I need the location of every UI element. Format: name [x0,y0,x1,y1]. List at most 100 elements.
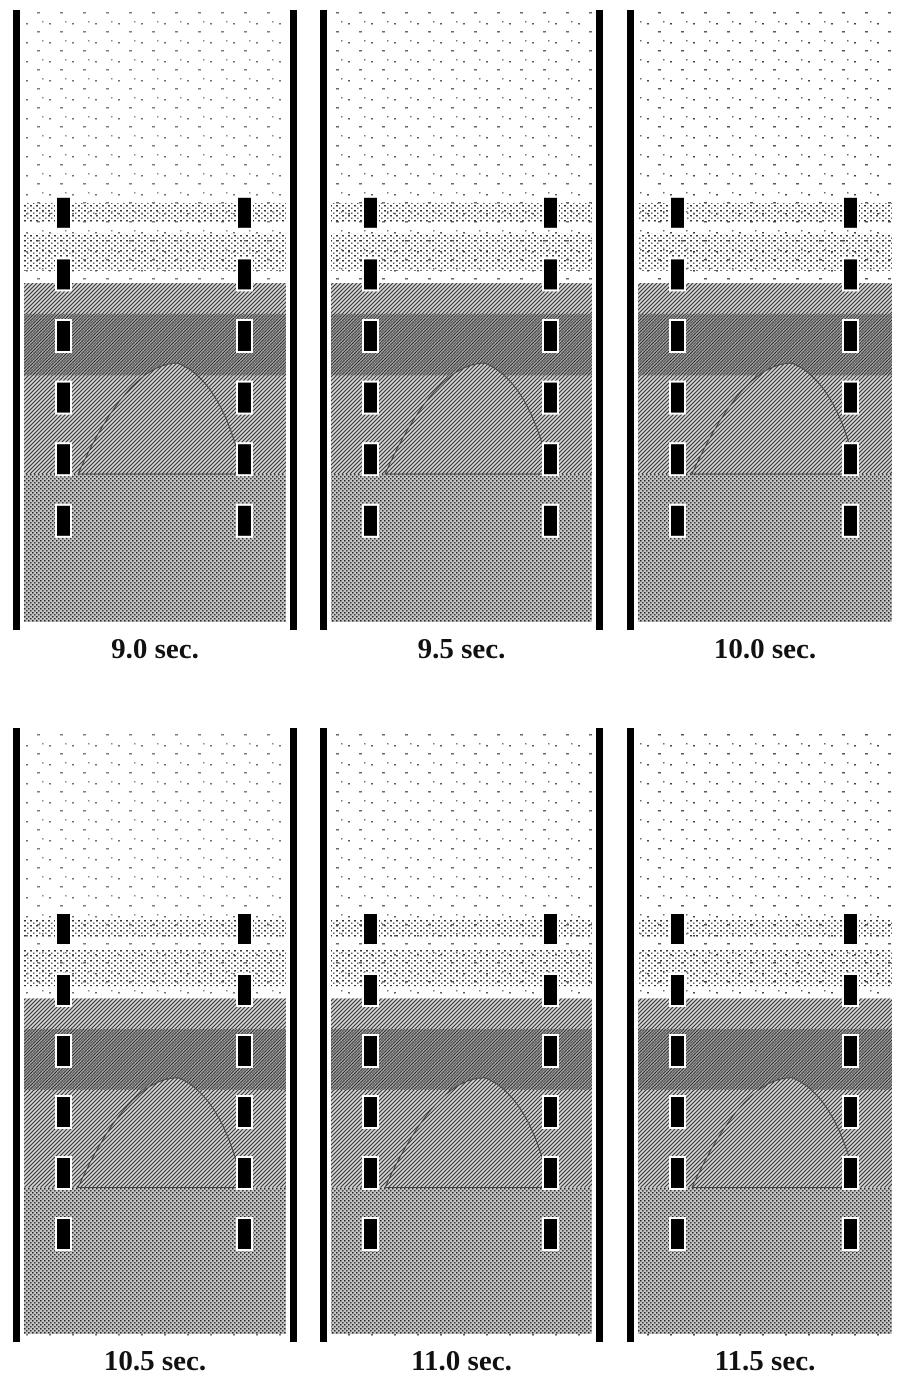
marker [56,382,71,414]
marker [56,443,71,475]
marker [843,913,858,945]
marker [237,197,252,229]
marker [543,258,558,290]
stipple-zone [638,474,892,622]
marker [237,505,252,537]
marker [363,1218,378,1250]
panel: 11.0 sec. [320,728,603,1377]
marker [670,913,685,945]
caption: 9.0 sec. [111,633,199,665]
marker [843,1035,858,1067]
caption: 10.0 sec. [714,633,816,665]
figure: 9.0 sec. 9.5 sec. 10.0 sec. 10.5 sec. 11.0 s… [0,0,898,1380]
caption: 10.5 sec. [104,1345,206,1377]
stipple-zone [24,1188,286,1334]
marker [543,197,558,229]
caption: 11.5 sec. [715,1345,816,1377]
marker [363,443,378,475]
wall-left [320,728,327,1342]
marker [670,197,685,229]
marker [543,505,558,537]
wall-right [290,728,297,1342]
stipple-zone [638,1188,892,1334]
marker [237,1157,252,1189]
marker [237,320,252,352]
marker [363,1096,378,1128]
panel: 10.5 sec. [13,728,297,1377]
marker [670,505,685,537]
panel: 9.5 sec. [320,10,603,665]
marker [670,258,685,290]
marker [543,320,558,352]
marker [543,382,558,414]
marker [670,1157,685,1189]
wall-left [627,10,634,630]
wall-right [596,728,603,1342]
caption: 11.0 sec. [411,1345,512,1377]
marker [363,505,378,537]
marker [543,443,558,475]
wall-left [13,10,20,630]
marker [670,443,685,475]
panel: 10.0 sec. [627,10,892,665]
marker [363,382,378,414]
marker [843,320,858,352]
marker [56,1218,71,1250]
marker [543,1096,558,1128]
marker [56,1096,71,1128]
marker [237,443,252,475]
marker [56,1157,71,1189]
marker [843,382,858,414]
marker [843,197,858,229]
marker [843,1157,858,1189]
panel: 11.5 sec. [627,728,892,1377]
marker [670,382,685,414]
marker [543,1035,558,1067]
marker [56,913,71,945]
marker [843,443,858,475]
marker [363,258,378,290]
marker [363,1035,378,1067]
marker [56,1035,71,1067]
marker [543,974,558,1006]
caption: 9.5 sec. [418,633,506,665]
marker [237,258,252,290]
marker [670,974,685,1006]
marker [843,974,858,1006]
marker [363,1157,378,1189]
marker [843,505,858,537]
marker [843,258,858,290]
marker [237,1096,252,1128]
marker [843,1096,858,1128]
marker [670,1218,685,1250]
page: 9.0 sec. 9.5 sec. 10.0 sec. 10.5 sec. 11.0 s… [0,0,898,1380]
marker [363,320,378,352]
marker [670,1096,685,1128]
wall-left [627,728,634,1342]
stipple-zone [24,474,286,622]
marker [56,320,71,352]
marker [363,913,378,945]
marker [56,505,71,537]
wall-right [596,10,603,630]
marker [670,1035,685,1067]
marker [56,974,71,1006]
marker [543,913,558,945]
marker [237,913,252,945]
marker [237,974,252,1006]
marker [843,1218,858,1250]
marker [543,1218,558,1250]
wall-left [13,728,20,1342]
stipple-zone [331,1188,592,1334]
marker [56,197,71,229]
wall-right [290,10,297,630]
marker [670,320,685,352]
marker [363,197,378,229]
marker [543,1157,558,1189]
stipple-zone [331,474,592,622]
marker [237,1035,252,1067]
wall-left [320,10,327,630]
marker [56,258,71,290]
marker [237,382,252,414]
marker [363,974,378,1006]
